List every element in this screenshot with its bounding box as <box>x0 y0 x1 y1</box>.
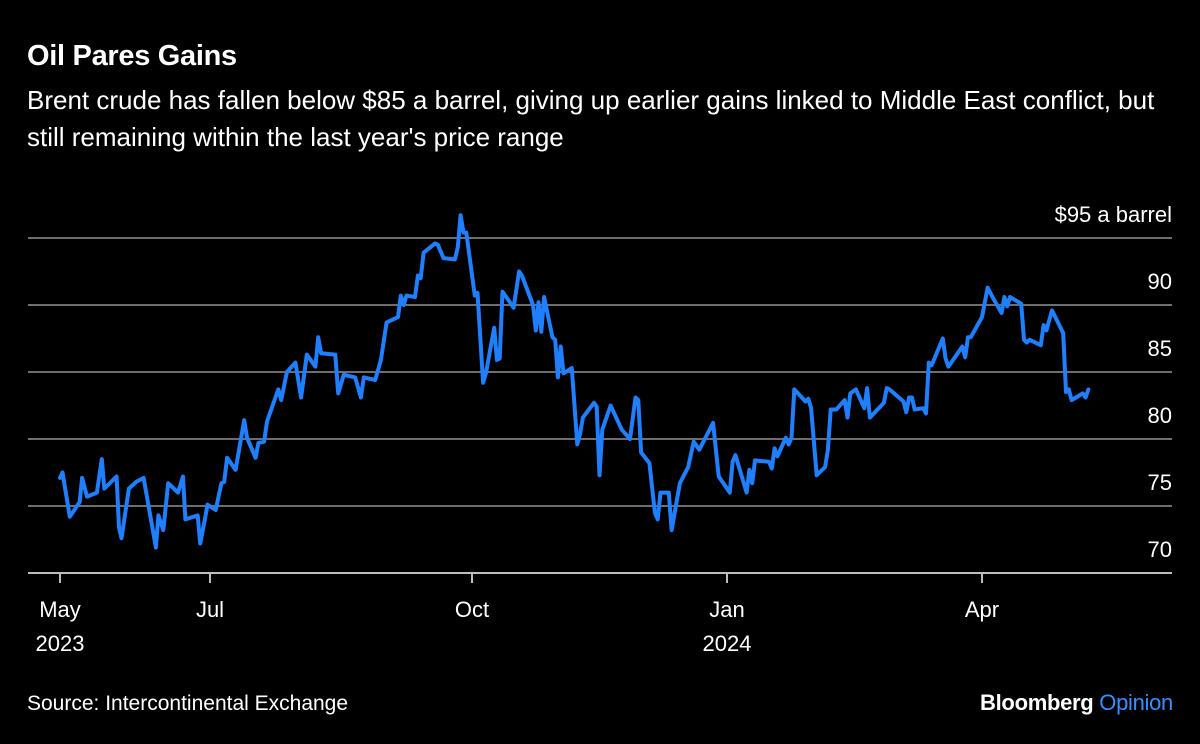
x-tick-year-label: 2024 <box>703 631 752 656</box>
chart-title: Oil Pares Gains <box>27 40 237 72</box>
x-tick-label: Apr <box>965 597 999 622</box>
x-tick-label: May <box>39 597 81 622</box>
source-note: Source: Intercontinental Exchange <box>27 692 349 715</box>
x-tick-year-label: 2023 <box>36 631 85 656</box>
x-tick-label: Jan <box>709 597 744 622</box>
y-tick-label: 85 <box>1148 336 1172 361</box>
y-tick-label: 75 <box>1148 470 1172 495</box>
y-tick-label: $95 a barrel <box>1055 202 1172 227</box>
chart-subtitle: Brent crude has fallen below $85 a barre… <box>27 85 1155 152</box>
logo-main: Bloomberg <box>980 690 1094 715</box>
bloomberg-opinion-logo: Bloomberg Opinion <box>980 690 1173 716</box>
x-tick-label: Jul <box>196 597 224 622</box>
y-tick-label: 80 <box>1148 403 1172 428</box>
logo-accent: Opinion <box>1099 690 1173 715</box>
x-tick-label: Oct <box>455 597 489 622</box>
y-tick-label: 90 <box>1148 269 1172 294</box>
y-tick-label: 70 <box>1148 537 1172 562</box>
brent-price-line <box>58 213 1091 550</box>
